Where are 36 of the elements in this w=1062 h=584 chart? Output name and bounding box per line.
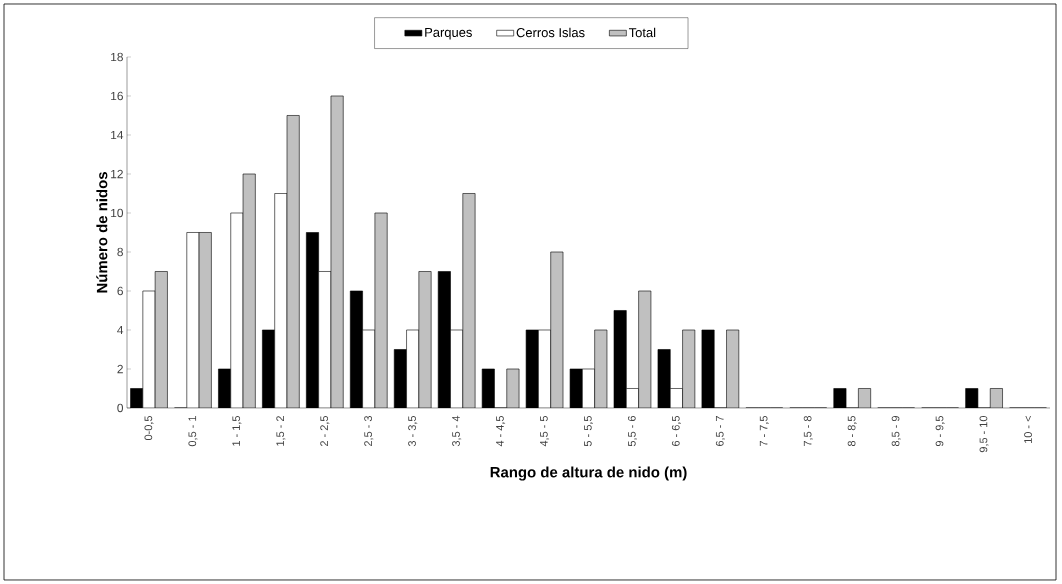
x-tick-label: 4,5 - 5 (540, 415, 550, 447)
x-tick-label: 0-0,5 (144, 415, 154, 441)
y-tick-label: 4 (117, 325, 124, 335)
y-tick-label: 8 (117, 247, 123, 257)
y-tick-label: 2 (117, 364, 123, 374)
y-tick-label: 0 (117, 403, 124, 413)
x-tick-label: 3 - 3,5 (408, 415, 418, 447)
y-tick-label: 10 (111, 208, 124, 218)
x-tick-label: 2,5 - 3 (364, 416, 374, 447)
y-tick-label: 18 (111, 52, 123, 62)
y-tick-label: 12 (111, 169, 123, 179)
x-tick-label: 3,5 - 4 (452, 415, 462, 447)
y-tick-label: 16 (111, 91, 123, 101)
x-tick-label: 1 - 1,5 (232, 415, 242, 446)
x-tick-label: 7 - 7,5 (759, 415, 769, 447)
x-tick-label: 6,5 - 7 (715, 416, 725, 447)
x-tick-label: 4 - 4,5 (496, 415, 506, 447)
x-tick-label: 6 - 6,5 (671, 415, 681, 447)
x-tick-label: 2 - 2,5 (320, 415, 330, 447)
legend-label: Parques (425, 27, 472, 40)
x-tick-label: 5 - 5,5 (584, 415, 593, 447)
y-tick-label: 14 (111, 130, 124, 140)
x-tick-label: 5,5 - 6 (627, 416, 637, 447)
x-tick-label: 9,5 - 10 (979, 415, 989, 453)
x-axis-title: Rango de altura de nido (m) (490, 466, 687, 481)
x-tick-label: 8,5 - 9 (891, 416, 901, 447)
x-tick-label: 9 - 9,5 (935, 415, 945, 447)
legend-label: Total (628, 27, 656, 38)
x-tick-label: 8 - 8,5 (847, 415, 857, 447)
y-axis-title: Número de nidos (96, 172, 108, 293)
legend-label: Cerros Islas (516, 27, 585, 38)
x-tick-label: 1,5 - 2 (276, 416, 286, 446)
x-tick-label: 10 - < (1024, 416, 1032, 444)
x-tick-label: 7,5 - 8 (803, 416, 813, 447)
y-tick-label: 6 (117, 286, 123, 296)
x-tick-label: 0,5 - 1 (188, 416, 198, 447)
